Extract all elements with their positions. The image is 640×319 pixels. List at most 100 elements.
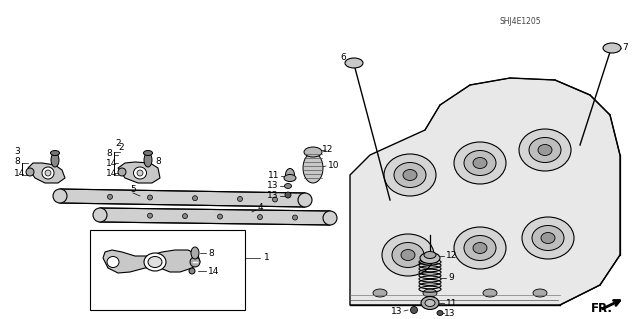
Ellipse shape: [384, 154, 436, 196]
Text: 14: 14: [106, 159, 117, 167]
Ellipse shape: [532, 226, 564, 250]
Ellipse shape: [392, 242, 424, 268]
Text: 3: 3: [14, 147, 20, 157]
Polygon shape: [28, 163, 65, 183]
Ellipse shape: [107, 256, 119, 268]
Ellipse shape: [323, 211, 337, 225]
Text: SHJ4E1205: SHJ4E1205: [500, 18, 541, 26]
Ellipse shape: [118, 168, 126, 176]
Text: 5: 5: [130, 186, 136, 195]
Ellipse shape: [437, 310, 443, 315]
Text: FR.: FR.: [591, 301, 613, 315]
Ellipse shape: [191, 247, 199, 259]
Text: 11: 11: [268, 172, 279, 181]
Ellipse shape: [345, 58, 363, 68]
Ellipse shape: [394, 162, 426, 188]
Ellipse shape: [144, 153, 152, 167]
Ellipse shape: [45, 170, 51, 176]
Ellipse shape: [51, 151, 60, 155]
Ellipse shape: [603, 43, 621, 53]
Ellipse shape: [454, 142, 506, 184]
Ellipse shape: [529, 137, 561, 162]
Bar: [90, 230, 245, 310]
Text: 2: 2: [115, 138, 121, 147]
Ellipse shape: [147, 195, 152, 200]
Text: 13: 13: [390, 307, 402, 315]
Ellipse shape: [473, 242, 487, 254]
Text: 12: 12: [322, 145, 333, 154]
Text: 11: 11: [446, 299, 458, 308]
Text: 12: 12: [446, 251, 458, 261]
Polygon shape: [103, 250, 200, 273]
Ellipse shape: [285, 168, 294, 182]
Ellipse shape: [284, 174, 296, 182]
Ellipse shape: [190, 257, 200, 267]
Polygon shape: [60, 189, 305, 207]
Ellipse shape: [298, 193, 312, 207]
Text: 4: 4: [258, 204, 264, 212]
Ellipse shape: [541, 233, 555, 243]
Ellipse shape: [533, 289, 547, 297]
Ellipse shape: [519, 129, 571, 171]
Text: 14: 14: [208, 266, 220, 276]
Ellipse shape: [373, 289, 387, 297]
Ellipse shape: [473, 158, 487, 168]
Ellipse shape: [382, 234, 434, 276]
Ellipse shape: [147, 213, 152, 218]
Ellipse shape: [303, 153, 323, 183]
Text: 14: 14: [14, 168, 26, 177]
Ellipse shape: [483, 289, 497, 297]
Ellipse shape: [189, 268, 195, 274]
Ellipse shape: [285, 183, 291, 189]
Text: 14: 14: [106, 168, 117, 177]
Ellipse shape: [420, 253, 440, 263]
Ellipse shape: [273, 197, 278, 202]
Polygon shape: [118, 162, 160, 183]
Text: 10: 10: [328, 160, 339, 169]
Polygon shape: [350, 78, 620, 305]
Polygon shape: [100, 208, 330, 225]
Ellipse shape: [464, 235, 496, 261]
Ellipse shape: [403, 169, 417, 181]
Ellipse shape: [26, 168, 34, 176]
Ellipse shape: [93, 208, 107, 222]
Text: 2: 2: [118, 144, 124, 152]
Text: 8: 8: [155, 158, 161, 167]
Ellipse shape: [292, 215, 298, 220]
Ellipse shape: [193, 196, 198, 201]
Text: 8: 8: [106, 149, 112, 158]
Ellipse shape: [53, 189, 67, 203]
Text: 13: 13: [444, 308, 456, 317]
Ellipse shape: [421, 296, 439, 309]
Ellipse shape: [51, 153, 59, 167]
Text: 8: 8: [14, 158, 20, 167]
Ellipse shape: [464, 151, 496, 175]
Ellipse shape: [237, 197, 243, 201]
Ellipse shape: [42, 167, 54, 179]
Text: 13: 13: [266, 182, 278, 190]
Ellipse shape: [182, 214, 188, 219]
Text: 13: 13: [266, 191, 278, 201]
Ellipse shape: [522, 217, 574, 259]
Ellipse shape: [137, 170, 143, 176]
Text: 9: 9: [448, 273, 454, 283]
Ellipse shape: [410, 307, 417, 314]
Ellipse shape: [538, 145, 552, 155]
Ellipse shape: [143, 151, 152, 155]
Ellipse shape: [401, 249, 415, 261]
Ellipse shape: [423, 289, 437, 297]
Text: 1: 1: [264, 254, 269, 263]
Ellipse shape: [108, 194, 113, 199]
Text: 8: 8: [208, 249, 214, 257]
Ellipse shape: [304, 147, 322, 157]
Text: 6: 6: [340, 54, 346, 63]
Ellipse shape: [285, 192, 291, 198]
Ellipse shape: [424, 251, 436, 258]
Ellipse shape: [148, 256, 162, 268]
Ellipse shape: [134, 167, 147, 179]
Ellipse shape: [257, 215, 262, 219]
Ellipse shape: [144, 253, 166, 271]
Text: 7: 7: [622, 43, 628, 53]
Ellipse shape: [425, 300, 435, 307]
Ellipse shape: [218, 214, 223, 219]
